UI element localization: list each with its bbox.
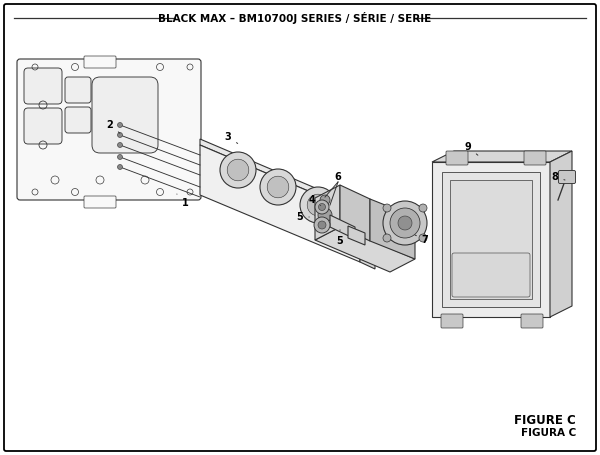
Circle shape	[314, 217, 330, 233]
Text: 5: 5	[337, 230, 343, 246]
Polygon shape	[348, 226, 365, 245]
Polygon shape	[550, 151, 572, 317]
FancyBboxPatch shape	[84, 56, 116, 68]
Circle shape	[383, 204, 391, 212]
Text: 6: 6	[335, 172, 341, 182]
Polygon shape	[432, 162, 550, 317]
FancyBboxPatch shape	[17, 59, 201, 200]
FancyBboxPatch shape	[524, 151, 546, 165]
Circle shape	[419, 234, 427, 242]
Polygon shape	[432, 151, 572, 162]
Text: 2: 2	[107, 120, 120, 133]
FancyBboxPatch shape	[92, 77, 158, 153]
Circle shape	[390, 208, 420, 238]
Circle shape	[220, 152, 256, 188]
FancyBboxPatch shape	[24, 68, 62, 104]
Circle shape	[267, 176, 289, 198]
Polygon shape	[200, 139, 360, 213]
Circle shape	[227, 159, 249, 181]
Circle shape	[118, 122, 122, 127]
Text: 5: 5	[296, 212, 309, 222]
Circle shape	[398, 216, 412, 230]
Circle shape	[315, 200, 329, 214]
FancyBboxPatch shape	[84, 196, 116, 208]
Text: FIGURE C: FIGURE C	[514, 415, 576, 428]
Text: 7: 7	[415, 235, 428, 245]
Circle shape	[118, 155, 122, 160]
FancyBboxPatch shape	[65, 77, 91, 103]
Circle shape	[118, 132, 122, 137]
Polygon shape	[315, 227, 415, 272]
Polygon shape	[450, 180, 532, 299]
FancyBboxPatch shape	[65, 107, 91, 133]
Polygon shape	[442, 172, 540, 307]
FancyBboxPatch shape	[521, 314, 543, 328]
Text: 9: 9	[464, 142, 478, 155]
Circle shape	[320, 195, 330, 205]
Circle shape	[307, 194, 329, 216]
Circle shape	[318, 221, 326, 229]
Circle shape	[118, 165, 122, 170]
FancyBboxPatch shape	[4, 4, 596, 451]
Text: 8: 8	[551, 172, 565, 182]
Polygon shape	[360, 213, 375, 269]
Circle shape	[383, 201, 427, 245]
Circle shape	[300, 187, 336, 223]
Circle shape	[319, 203, 325, 211]
Text: BLACK MAX – BM10700J SERIES / SÉRIE / SERIE: BLACK MAX – BM10700J SERIES / SÉRIE / SE…	[158, 12, 431, 24]
FancyBboxPatch shape	[24, 108, 62, 144]
Circle shape	[419, 204, 427, 212]
FancyBboxPatch shape	[441, 314, 463, 328]
Text: 1: 1	[177, 194, 188, 208]
Text: 3: 3	[224, 132, 238, 143]
Text: FIGURA C: FIGURA C	[521, 428, 576, 438]
Polygon shape	[315, 185, 340, 240]
FancyBboxPatch shape	[446, 151, 468, 165]
Circle shape	[318, 208, 332, 222]
Circle shape	[118, 142, 122, 147]
Text: 4: 4	[308, 195, 320, 206]
Polygon shape	[330, 215, 355, 239]
FancyBboxPatch shape	[452, 253, 530, 297]
Polygon shape	[370, 199, 415, 259]
FancyBboxPatch shape	[559, 171, 575, 183]
Polygon shape	[340, 185, 370, 241]
Circle shape	[383, 234, 391, 242]
Circle shape	[260, 169, 296, 205]
Polygon shape	[200, 145, 360, 262]
